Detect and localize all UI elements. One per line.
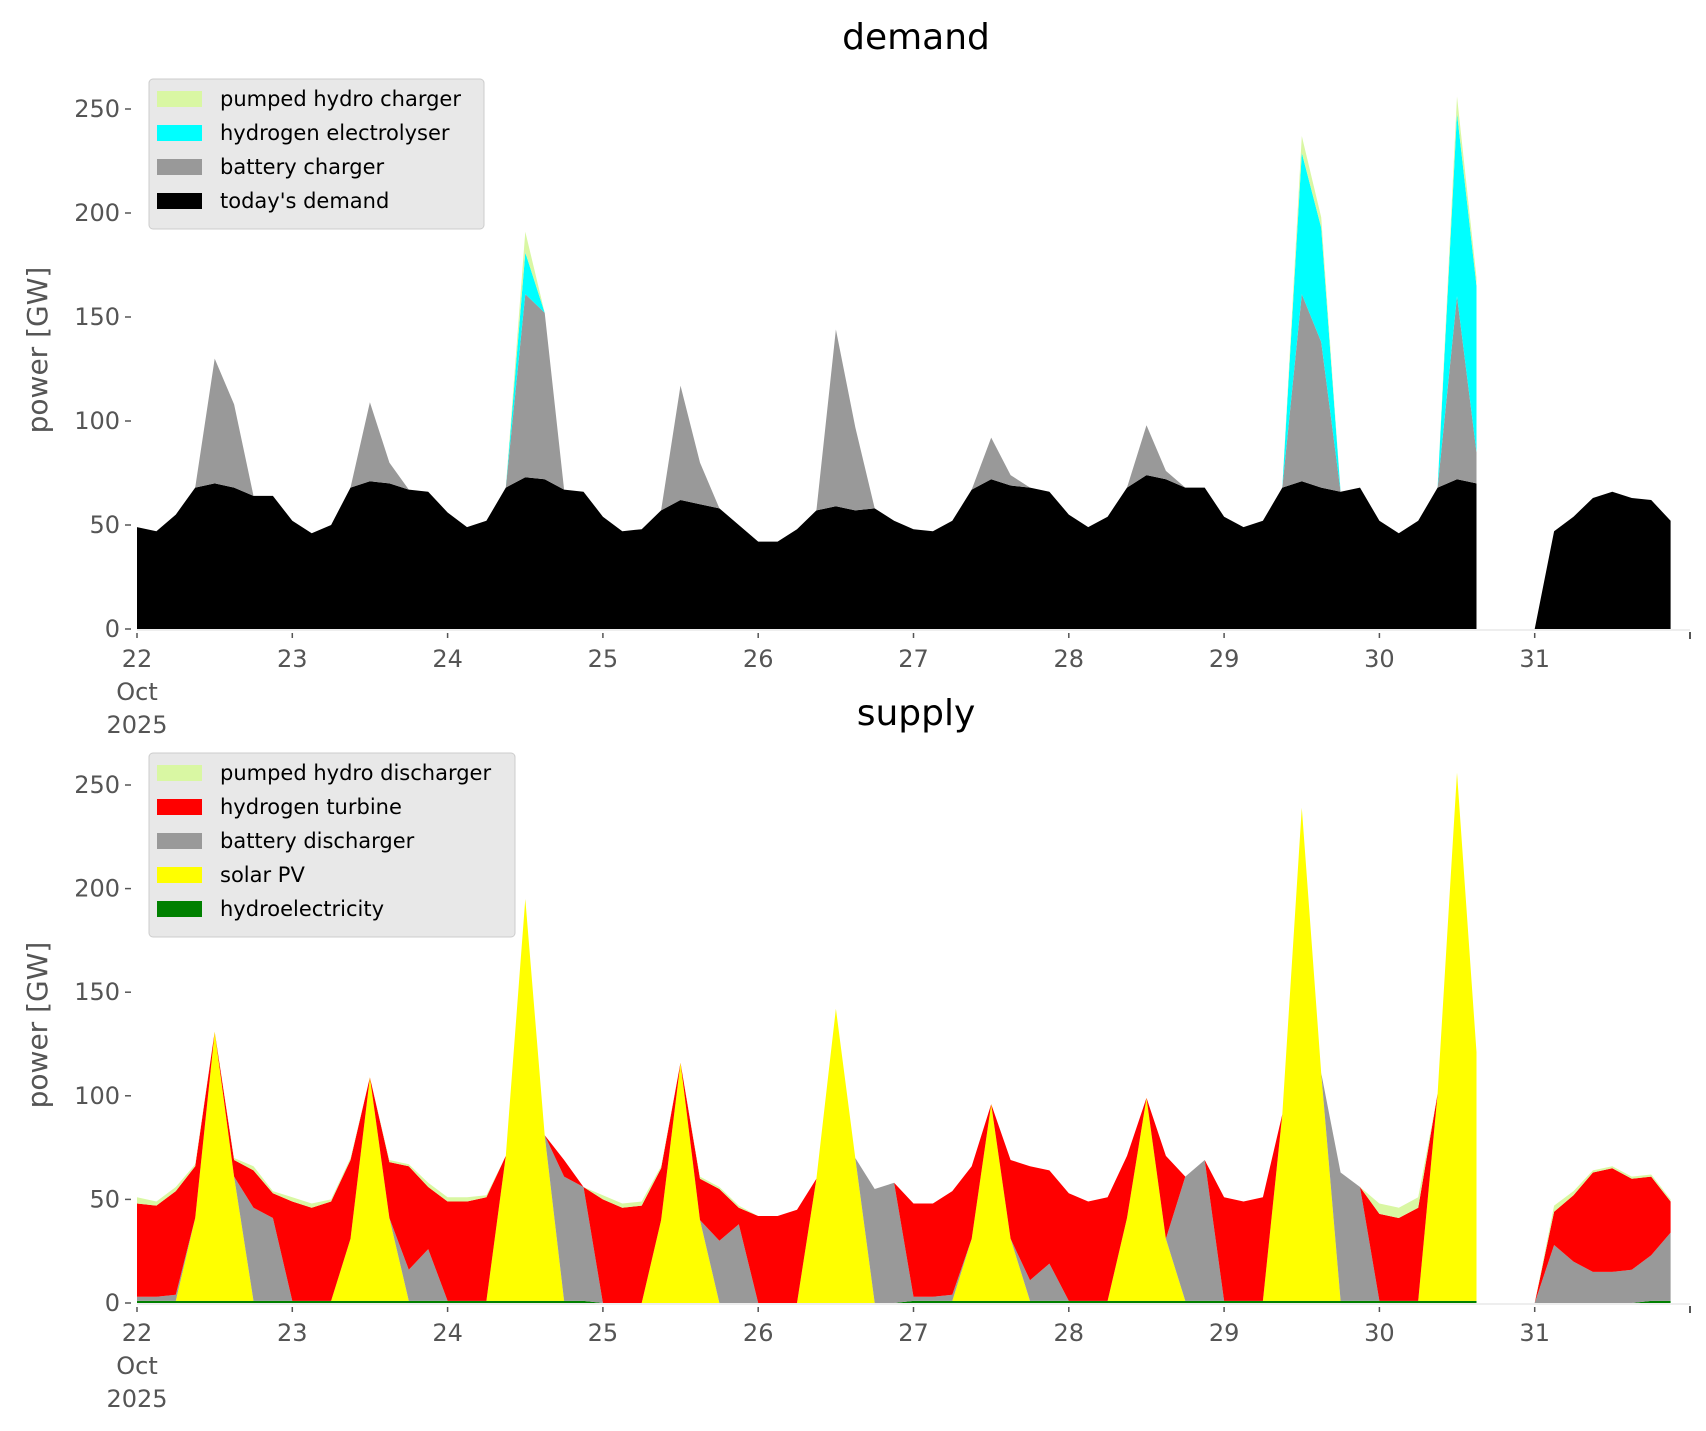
legend-label: pumped hydro charger [220, 87, 461, 111]
area-hydrogen-turbine-segment-0 [137, 772, 1477, 1303]
legend-box [148, 78, 485, 230]
y-tick-label: 250 [74, 95, 120, 123]
demand-title: demand [842, 17, 990, 58]
x-tick-label: 25 [588, 1319, 619, 1347]
area-solar-pv-segment-0 [137, 772, 1477, 1303]
x-tick-label: 24 [432, 1319, 463, 1347]
supply-title: supply [857, 693, 976, 734]
area-hydrogen-turbine-segment-1 [1534, 1168, 1671, 1303]
x-tick-label: 22 [122, 645, 153, 673]
x-tick-label: 25 [588, 645, 619, 673]
legend-swatch [157, 125, 202, 141]
legend-label: hydroelectricity [220, 897, 384, 921]
area-today-s-demand-segment-1 [1534, 491, 1671, 629]
legend-swatch [157, 833, 202, 849]
area-hydroelectricity-segment-1 [1534, 1300, 1671, 1303]
x-tick-label: 31 [1519, 1319, 1550, 1347]
legend-label: hydrogen electrolyser [220, 121, 450, 145]
y-tick-label: 100 [74, 1082, 120, 1110]
legend-swatch [157, 799, 202, 815]
x-tick-sublabel: Oct [116, 678, 158, 706]
x-tick-label: 28 [1054, 645, 1085, 673]
area-hydroelectricity-segment-0 [137, 1300, 1477, 1303]
legend-box [148, 752, 516, 938]
y-tick-label: 250 [74, 771, 120, 799]
x-tick-label: 28 [1054, 1319, 1085, 1347]
y-tick-label: 150 [74, 303, 120, 331]
area-battery-discharger-segment-1 [1534, 1232, 1671, 1303]
x-tick-label: 26 [743, 645, 774, 673]
legend-label: hydrogen turbine [220, 795, 402, 819]
x-tick-sublabel: 2025 [106, 711, 167, 739]
y-tick-label: 50 [89, 511, 120, 539]
supply-plot-area [137, 772, 1671, 1303]
y-tick-label: 100 [74, 407, 120, 435]
area-battery-discharger-segment-0 [137, 772, 1477, 1303]
supply-ylabel: power [GW] [21, 942, 54, 1109]
demand-axes: 0 50 100 150 200 250 22 Oct 2025 23 24 25 26 27 28 29 30… [74, 95, 1691, 739]
area-today-s-demand-segment-0 [137, 475, 1477, 629]
legend-label: battery charger [220, 155, 385, 179]
legend-label: battery discharger [220, 829, 415, 853]
y-tick-label: 0 [105, 1289, 120, 1317]
legend-swatch [157, 91, 202, 107]
x-tick-sublabel: 2025 [106, 1385, 167, 1413]
x-tick-label: 30 [1364, 645, 1395, 673]
x-tick-label: 30 [1364, 1319, 1395, 1347]
x-tick-label: 24 [432, 645, 463, 673]
y-tick-label: 0 [105, 615, 120, 643]
x-tick-label: 23 [277, 1319, 308, 1347]
x-tick-label: 29 [1209, 645, 1240, 673]
y-tick-label: 150 [74, 978, 120, 1006]
y-tick-label: 50 [89, 1185, 120, 1213]
demand-legend: pumped hydro charger hydrogen electrolyse… [148, 78, 485, 230]
legend-swatch [157, 193, 202, 209]
supply-axes: 0 50 100 150 200 250 22 Oct 2025 23 24 25 26 27 28 29 30… [74, 771, 1691, 1413]
x-tick-sublabel: Oct [116, 1352, 158, 1380]
demand-ylabel: power [GW] [21, 267, 54, 434]
x-tick-label: 27 [898, 645, 929, 673]
legend-swatch [157, 901, 202, 917]
legend-label: today's demand [220, 189, 389, 213]
legend-swatch [157, 159, 202, 175]
supply-legend: pumped hydro discharger hydrogen turbine b… [148, 752, 516, 938]
y-tick-label: 200 [74, 199, 120, 227]
x-tick-label: 27 [898, 1319, 929, 1347]
y-tick-label: 200 [74, 875, 120, 903]
legend-label: pumped hydro discharger [220, 761, 491, 785]
legend-swatch [157, 765, 202, 781]
x-tick-label: 22 [122, 1319, 153, 1347]
legend-swatch [157, 867, 202, 883]
x-tick-label: 31 [1519, 645, 1550, 673]
demand-plot-area [137, 96, 1671, 629]
x-tick-label: 23 [277, 645, 308, 673]
legend-label: solar PV [220, 863, 305, 887]
x-tick-label: 29 [1209, 1319, 1240, 1347]
x-tick-label: 26 [743, 1319, 774, 1347]
